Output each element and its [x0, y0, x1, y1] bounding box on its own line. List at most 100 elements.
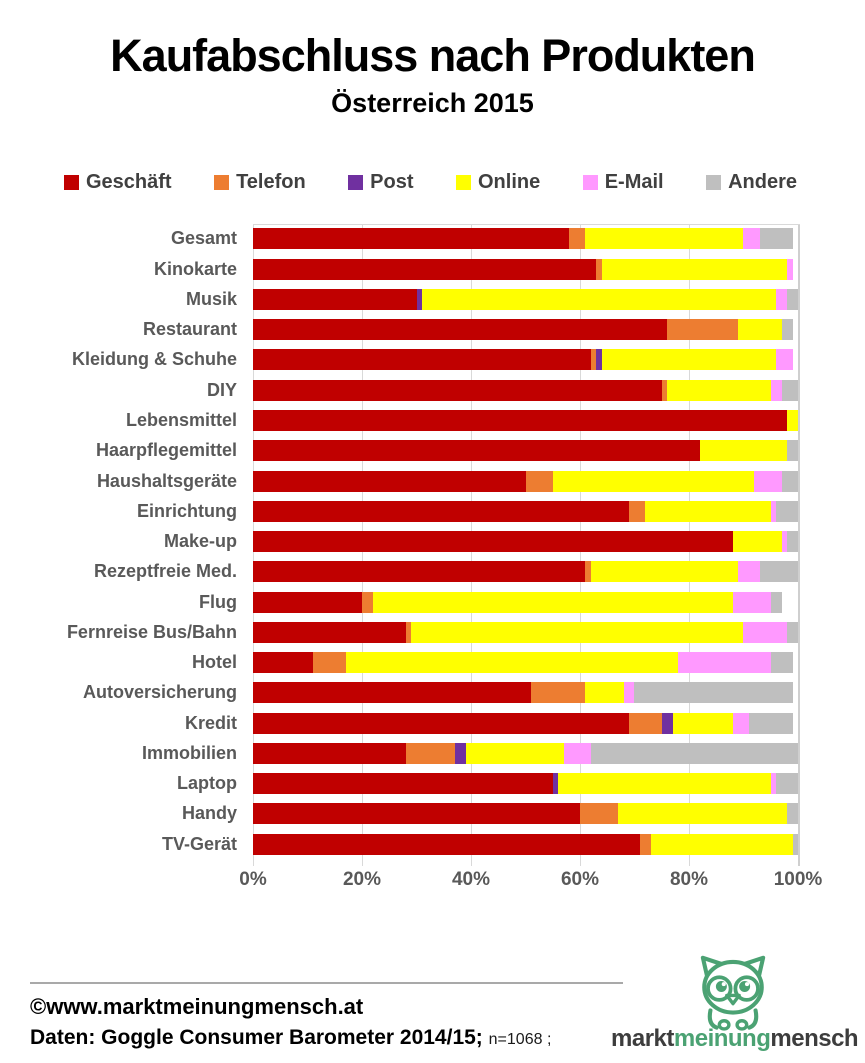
x-axis: 0% 20% 40% 60% 80% 100%	[239, 859, 822, 899]
bar-segment	[787, 440, 798, 462]
category-label: Haarpflegemittel	[95, 440, 237, 461]
footer-source: Daten: Goggle Consumer Barometer 2014/15…	[30, 1026, 551, 1050]
bar-segment	[558, 773, 771, 795]
bar-segment	[253, 531, 733, 553]
bar-segment	[465, 742, 564, 764]
chart-row: Kinokarte	[0, 254, 865, 284]
legend-swatch	[706, 174, 722, 190]
bar-track	[253, 440, 798, 462]
bar-segment	[601, 258, 788, 280]
bar-segment	[253, 682, 531, 704]
category-label: Kinokarte	[153, 258, 237, 279]
bar-track	[253, 652, 798, 674]
legend-item: Post	[348, 170, 414, 194]
bar-track	[253, 319, 798, 341]
legend-label: Post	[370, 170, 414, 193]
x-tick-label: 80%	[669, 869, 709, 891]
bar-segment	[754, 470, 782, 492]
logo-word-meinung: meinung	[673, 1025, 771, 1052]
bar-segment	[770, 500, 777, 522]
category-label: Lebensmittel	[125, 409, 237, 430]
chart-row: Immobilien	[0, 738, 865, 768]
bar-segment	[253, 621, 406, 643]
chart-row: Rezeptfreie Med.	[0, 557, 865, 587]
bar-segment	[776, 349, 793, 371]
category-label: DIY	[206, 379, 237, 400]
bar-track	[253, 742, 798, 764]
bar-track	[253, 531, 798, 553]
bar-segment	[623, 682, 635, 704]
bar-track	[253, 409, 798, 431]
bar-segment	[362, 591, 373, 613]
bar-track	[253, 621, 798, 643]
category-label: Haushaltsgeräte	[96, 470, 237, 491]
bar-segment	[699, 440, 788, 462]
category-label: Kredit	[184, 712, 237, 733]
bar-segment	[787, 531, 798, 553]
bar-segment	[650, 833, 793, 855]
bar-segment	[776, 288, 788, 310]
bar-segment	[770, 591, 782, 613]
bar-segment	[253, 258, 597, 280]
bar-segment	[253, 440, 700, 462]
bar-segment	[585, 228, 744, 250]
footer-sample-size: n=1068 ;	[488, 1031, 552, 1048]
bar-segment	[732, 591, 771, 613]
category-label: Rezeptfreie Med.	[93, 561, 237, 582]
bar-segment	[678, 652, 771, 674]
bar-segment	[552, 773, 559, 795]
category-label: Flug	[199, 591, 237, 612]
x-tick-label: 100%	[773, 869, 823, 891]
bar-segment	[748, 712, 793, 734]
legend-swatch	[582, 174, 598, 190]
chart-row: Haarpflegemittel	[0, 436, 865, 466]
bar-segment	[253, 228, 570, 250]
chart-row: Gesamt	[0, 224, 865, 254]
bar-segment	[312, 652, 346, 674]
bar-segment	[253, 652, 313, 674]
bar-segment	[552, 470, 755, 492]
bar-segment	[405, 621, 412, 643]
chart-row: Kleidung & Schuhe	[0, 345, 865, 375]
footer-copyright: ©www.marktmeinungmensch.at	[30, 994, 364, 1019]
bar-segment	[618, 803, 788, 825]
logo-wordmark: marktmeinungmensch	[611, 1025, 859, 1053]
category-label: TV-Gerät	[161, 833, 237, 854]
bar-segment	[253, 288, 417, 310]
footer-source-text: Daten: Goggle Consumer Barometer 2014/15…	[30, 1026, 483, 1049]
bar-segment	[530, 682, 586, 704]
category-label: Handy	[181, 803, 237, 824]
category-label: Make-up	[163, 531, 237, 552]
legend-swatch	[348, 174, 364, 190]
bar-segment	[743, 228, 760, 250]
bar-segment	[253, 803, 580, 825]
category-label: Fernreise Bus/Bahn	[66, 621, 237, 642]
bar-segment	[253, 712, 630, 734]
bar-segment	[253, 319, 668, 341]
category-label: Restaurant	[142, 319, 237, 340]
bar-segment	[253, 409, 788, 431]
bar-segment	[738, 319, 782, 341]
bar-segment	[596, 258, 602, 280]
legend-item: Telefon	[214, 171, 306, 194]
logo-word-mensch: mensch	[770, 1025, 859, 1052]
legend-label: Online	[477, 170, 541, 193]
category-label: Einrichtung	[137, 500, 237, 521]
bar-segment	[645, 500, 771, 522]
chart-row: Hotel	[0, 647, 865, 677]
category-label: Hotel	[192, 652, 237, 673]
bar-segment	[454, 742, 466, 764]
bar-track	[253, 258, 798, 280]
legend-label: Andere	[728, 170, 797, 193]
legend-label: E-Mail	[604, 170, 664, 193]
bar-segment	[253, 833, 640, 855]
bar-segment	[770, 773, 777, 795]
bar-segment	[759, 228, 793, 250]
bar-segment	[661, 379, 668, 401]
bar-segment	[759, 561, 798, 583]
chart-row: Fernreise Bus/Bahn	[0, 617, 865, 647]
category-label: Autoversicherung	[82, 682, 237, 703]
bar-segment	[253, 470, 526, 492]
bar-segment	[253, 349, 591, 371]
